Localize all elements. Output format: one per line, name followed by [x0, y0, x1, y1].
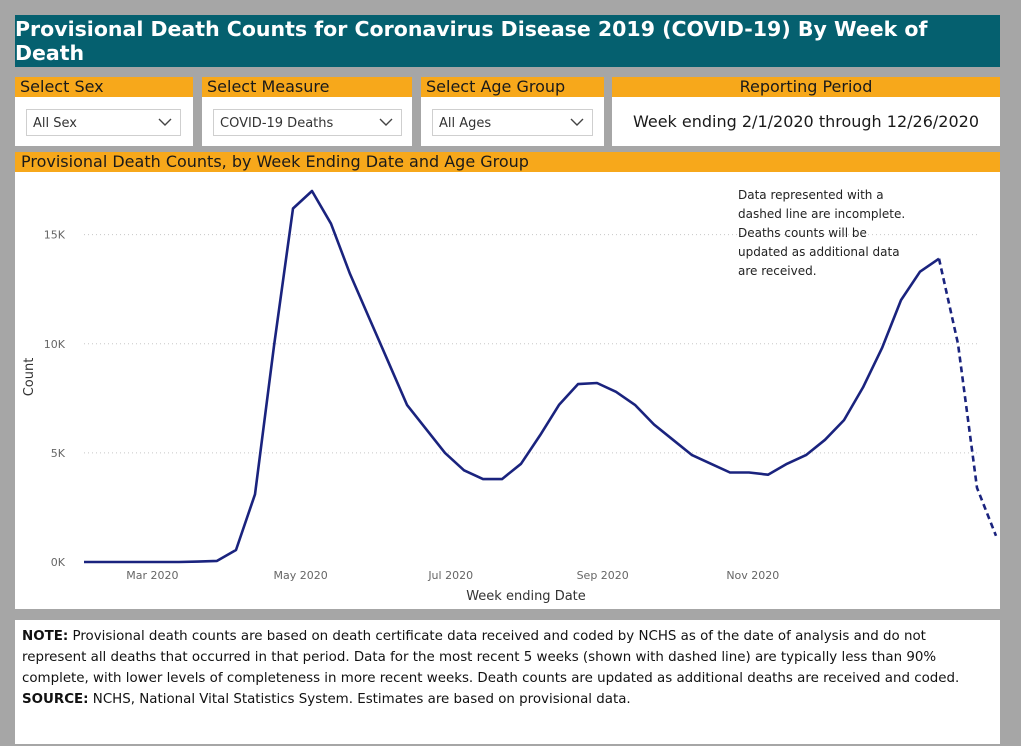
note-panel: NOTE: Provisional death counts are based… — [15, 620, 1000, 744]
slicer-measure-label: Select Measure — [202, 77, 412, 97]
annotation-line: are received. — [738, 264, 817, 278]
source-label: SOURCE: — [22, 692, 89, 707]
reporting-period-card: Reporting Period Week ending 2/1/2020 th… — [612, 77, 1000, 146]
chart-panel: Provisional Death Counts, by Week Ending… — [15, 152, 1000, 609]
x-tick-label: Mar 2020 — [126, 569, 178, 582]
slicer-sex-label: Select Sex — [15, 77, 193, 97]
slicer-age: Select Age Group All Ages — [421, 77, 604, 146]
sex-dropdown[interactable]: All Sex — [26, 109, 181, 136]
age-dropdown[interactable]: All Ages — [432, 109, 593, 136]
note-label: NOTE: — [22, 629, 69, 644]
chevron-down-icon — [570, 118, 584, 126]
reporting-period-label: Reporting Period — [612, 77, 1000, 97]
chevron-down-icon — [379, 118, 393, 126]
chart-header: Provisional Death Counts, by Week Ending… — [15, 152, 1000, 172]
chevron-down-icon — [158, 118, 172, 126]
slicer-sex: Select Sex All Sex — [15, 77, 193, 146]
incomplete-data-annotation: Data represented with a dashed line are i… — [738, 188, 905, 278]
y-axis-title: Count — [22, 358, 37, 397]
annotation-line: Deaths counts will be — [738, 226, 867, 240]
sex-dropdown-value: All Sex — [33, 116, 77, 131]
complete-series-line — [84, 189, 940, 564]
source-paragraph: SOURCE: NCHS, National Vital Statistics … — [22, 689, 992, 710]
incomplete-series-line — [937, 258, 998, 537]
measure-dropdown[interactable]: COVID-19 Deaths — [213, 109, 402, 136]
x-tick-label: May 2020 — [273, 569, 327, 582]
line-chart: 0K 5K 10K 15K Mar 2020 May 2020 Jul 2020 Sep 20… — [22, 188, 998, 604]
y-tick-label: 15K — [44, 229, 66, 242]
reporting-period-value: Week ending 2/1/2020 through 12/26/2020 — [632, 112, 979, 131]
age-dropdown-value: All Ages — [439, 116, 492, 131]
slicer-measure: Select Measure COVID-19 Deaths — [202, 77, 412, 146]
y-tick-label: 0K — [51, 556, 66, 569]
annotation-line: updated as additional data — [738, 245, 900, 259]
x-tick-label: Nov 2020 — [726, 569, 779, 582]
y-tick-label: 5K — [51, 447, 66, 460]
slicer-age-label: Select Age Group — [421, 77, 604, 97]
page-title-text: Provisional Death Counts for Coronavirus… — [15, 17, 928, 65]
note-paragraph: NOTE: Provisional death counts are based… — [22, 626, 992, 689]
annotation-line: dashed line are incomplete. — [738, 207, 905, 221]
annotation-line: Data represented with a — [738, 188, 884, 202]
y-tick-label: 10K — [44, 338, 66, 351]
source-text: NCHS, National Vital Statistics System. … — [88, 692, 631, 707]
x-tick-label: Sep 2020 — [577, 569, 629, 582]
measure-dropdown-value: COVID-19 Deaths — [220, 116, 334, 131]
x-tick-label: Jul 2020 — [427, 569, 473, 582]
x-axis-title: Week ending Date — [466, 589, 586, 604]
page-title: Provisional Death Counts for Coronavirus… — [15, 15, 1000, 67]
note-text: Provisional death counts are based on de… — [22, 629, 960, 686]
